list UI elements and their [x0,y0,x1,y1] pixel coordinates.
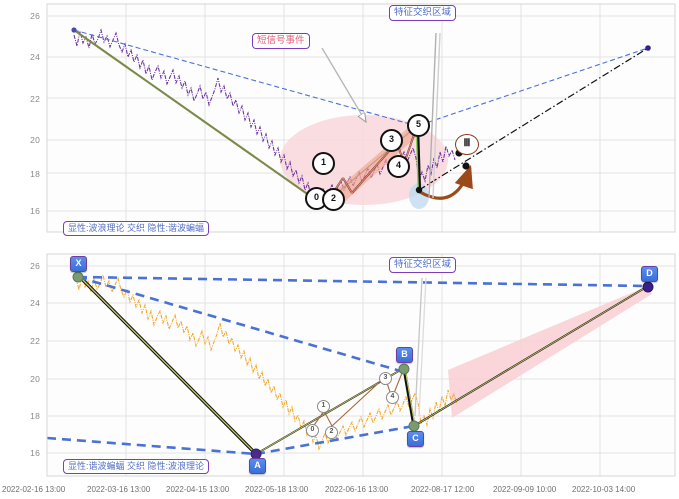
dot-iii-low [462,162,470,170]
bottom-plot-frame [46,253,676,477]
zone-pointer-line-2 [432,32,441,199]
y-tick-bot-16: 16 [30,448,40,458]
point-label-B: B [396,347,413,363]
y-tick-top-22: 22 [30,94,40,104]
olive-trend-line [73,29,324,206]
sub-wave-marker-0: 0 [306,424,319,437]
pivot-dot-X [72,271,84,283]
dot-right-end [645,45,651,51]
point-label-C: C [407,431,424,447]
top-plot-frame [46,3,676,233]
wave-marker-1: 1 [312,152,335,175]
y-tick-top-16: 16 [30,206,40,216]
short-signal-event-tag: 短信号事件 [252,33,310,49]
y-tick-bot-18: 18 [30,411,40,421]
blue-dash-A-C [255,424,415,456]
blue-dash-X-D [77,275,649,288]
feature-zone-tag-top: 特征交织区域 [389,5,457,21]
x-tick-2: 2022-04-15 13:00 [166,485,230,494]
blue-dash-lower-left [47,436,257,456]
x-tick-1: 2022-03-16 13:00 [87,485,151,494]
dot-wave-base [415,186,423,194]
sub-wave-marker-1: 1 [317,400,330,413]
harmonic-XA-olive [75,272,257,455]
y-tick-top-18: 18 [30,169,40,179]
zone-pointer-line [428,32,437,199]
y-tick-top-20: 20 [30,135,40,145]
wave-marker-5: 5 [407,114,430,137]
y-tick-top-24: 24 [30,52,40,62]
harmonic-BC-olive [404,367,416,427]
point-label-X: X [70,256,87,272]
x-tick-4: 2022-06-16 13:00 [325,485,389,494]
pivot-dot-D [642,281,654,293]
legend-top: 显性:波浪理论 交织 隐性:谐波蝙蝠 [63,221,210,237]
y-tick-bot-24: 24 [30,298,40,308]
chart-panel-bottom: 26 24 22 20 18 16 特征交织区域 显性:谐波蝙蝠 交织 隐性:波… [0,246,679,499]
feature-zone-tag-bottom: 特征交织区域 [389,257,457,273]
zone-pointer-bottom [414,277,423,417]
signal-annotation-arrow [321,47,366,122]
sub-wave-marker-2: 2 [325,426,338,439]
y-tick-bot-22: 22 [30,336,40,346]
y-tick-bot-20: 20 [30,374,40,384]
x-tick-0: 2022-02-16 13:00 [2,485,66,494]
point-label-D: D [641,266,658,282]
wave-marker-2: 2 [322,188,345,211]
price-series-orange [75,273,458,451]
wave-marker-4: 4 [387,155,410,178]
x-tick-7: 2022-10-03 14:00 [572,485,636,494]
point-label-A: A [249,458,266,474]
wave-marker-iii: Ⅲ [455,134,479,155]
wave-marker-3: 3 [380,129,403,152]
pivot-dot-C [408,420,420,432]
zone-pointer-bottom-2 [418,277,427,417]
sub-wave-marker-3: 3 [379,372,392,385]
bottom-grid-h [47,265,675,454]
chart-panel-top: 26 24 22 20 18 16 短信号事件 特征交织区域 显性:波浪理论 交… [0,0,679,242]
y-tick-top-26: 26 [30,11,40,21]
base-highlight [409,183,429,209]
y-tick-bot-26: 26 [30,261,40,271]
pivot-dot-B [398,363,410,375]
harmonic-BC [402,367,416,427]
brown-curved-arrow [419,164,473,200]
x-tick-5: 2022-08-17 12:00 [411,485,475,494]
harmonic-CD-olive [413,285,649,427]
dot-left-peak [71,27,77,33]
bottom-plot-canvas [46,253,676,477]
feature-zone-band [448,286,652,418]
sub-wave-marker-4: 4 [386,391,399,404]
blue-dash-X-B [77,275,405,374]
x-tick-6: 2022-09-09 10:00 [493,485,557,494]
legend-bottom: 显性:谐波蝙蝠 交织 隐性:波浪理论 [63,459,210,475]
x-tick-3: 2022-05-18 13:00 [245,485,309,494]
